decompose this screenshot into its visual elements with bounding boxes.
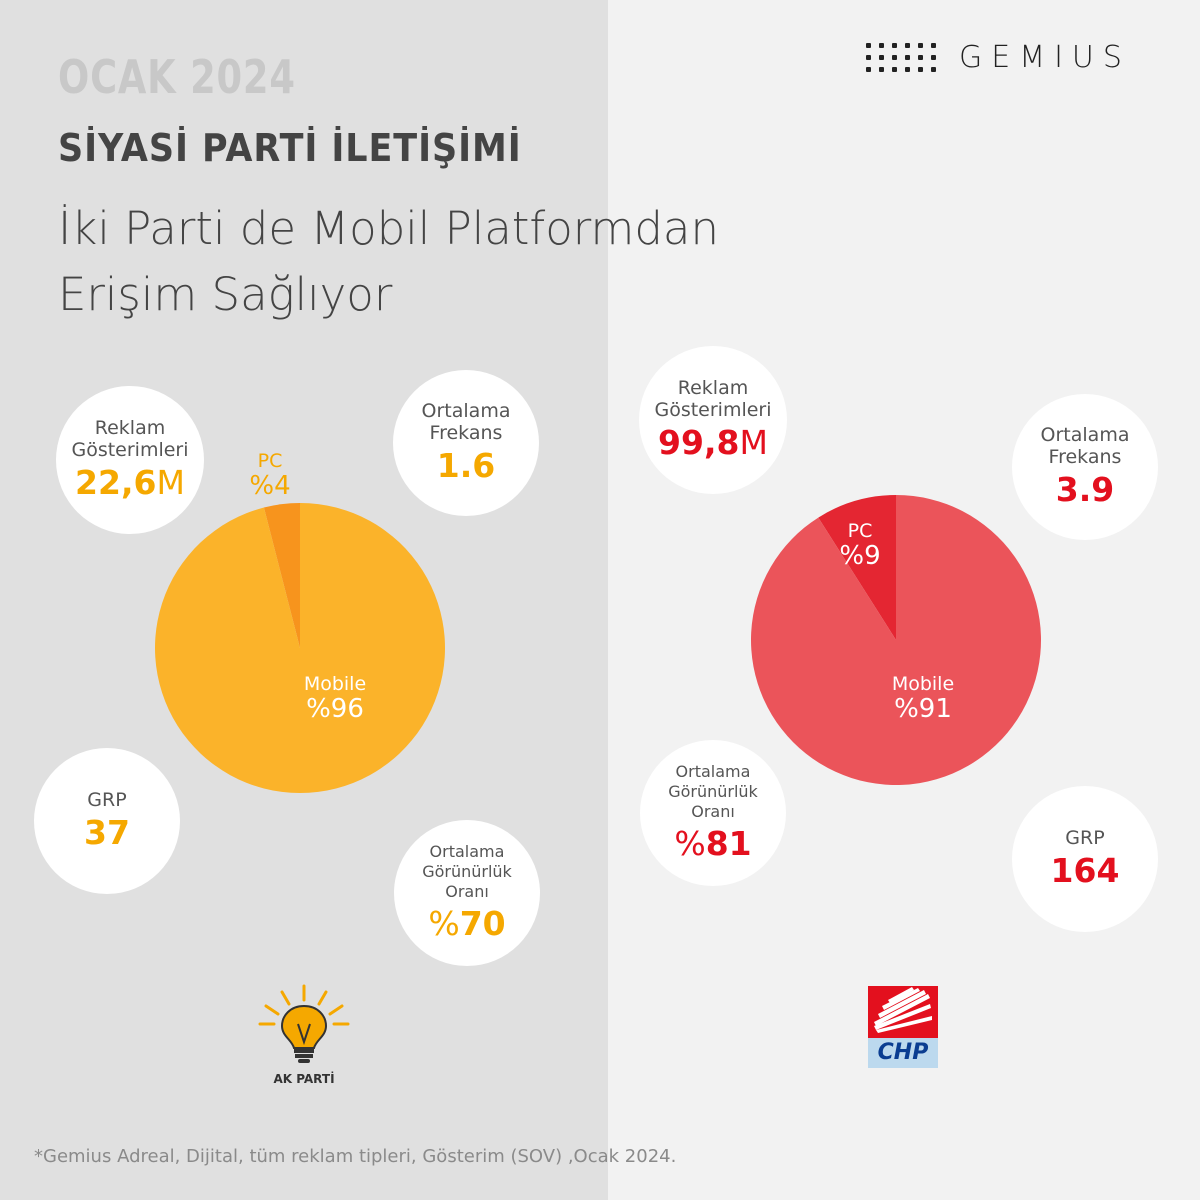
chp-visibility-label-1: Ortalama [675, 762, 751, 781]
akp-visibility-label-2: Görünürlük [422, 862, 512, 881]
akp-pc-label: PC %4 [232, 450, 308, 500]
akp-visibility-label-3: Oranı [445, 882, 489, 901]
chp-impressions-value: 99,8M [658, 423, 768, 462]
akp-impressions-value: 22,6M [75, 463, 185, 502]
page-subtitle: İki Parti de Mobil Platformdan Erişim Sa… [58, 196, 818, 328]
akp-logo-text: AK PARTİ [273, 1072, 335, 1086]
chp-logo-text: CHP [877, 1040, 929, 1065]
chp-mobile-value: %91 [894, 694, 952, 724]
chp-frequency-label-2: Frekans [1048, 446, 1122, 468]
akp-pc-value: %4 [249, 471, 291, 501]
chp-mobile-name: Mobile [891, 673, 955, 695]
akp-frequency-label-2: Frekans [429, 422, 503, 444]
chp-arrows-icon [868, 986, 938, 1068]
akp-impressions-label-2: Gösterimleri [71, 439, 189, 461]
akp-slice-mobile [154, 503, 445, 793]
akp-pie-chart [154, 503, 445, 793]
akp-mobile-name: Mobile [303, 673, 367, 695]
chp-impressions-label-1: Reklam [677, 377, 749, 399]
akp-grp-value: 37 [84, 813, 130, 852]
akp-frequency-label-1: Ortalama [421, 400, 511, 422]
akp-frequency-bubble: Ortalama Frekans 1.6 [393, 370, 539, 516]
chp-visibility-value: %81 [674, 824, 752, 863]
footnote: *Gemius Adreal, Dijital, tüm reklam tipl… [34, 1146, 677, 1167]
chp-frequency-value: 3.9 [1055, 470, 1115, 509]
chp-impressions-label-2: Gösterimleri [654, 399, 772, 421]
chp-grp-bubble: GRP 164 [1012, 786, 1158, 932]
akp-visibility-bubble: Ortalama Görünürlük Oranı %70 [394, 820, 540, 966]
chp-slice-mobile [751, 495, 1041, 785]
chp-slice-pc [818, 495, 896, 640]
akp-visibility-value: %70 [428, 904, 506, 943]
subtitle-line-2: Erişim Sağlıyor [58, 268, 393, 321]
chp-pc-name: PC [847, 520, 873, 542]
akp-visibility-label-1: Ortalama [429, 842, 505, 861]
chp-visibility-label-2: Görünürlük [668, 782, 758, 801]
akp-mobile-value: %96 [306, 694, 364, 724]
gemius-dots-icon [866, 43, 937, 72]
brand-name: GEMIUS [959, 40, 1131, 75]
chp-visibility-bubble: Ortalama Görünürlük Oranı %81 [640, 740, 786, 886]
report-date: OCAK 2024 [58, 50, 296, 104]
chp-pc-value: %9 [839, 541, 881, 571]
akp-grp-bubble: GRP 37 [34, 748, 180, 894]
akp-slice-pc [263, 503, 300, 648]
subtitle-line-1: İki Parti de Mobil Platformdan [58, 202, 720, 255]
akp-grp-label: GRP [87, 789, 127, 811]
akp-pc-name: PC [257, 450, 283, 472]
lightbulb-icon [258, 984, 350, 1063]
akp-impressions-label-1: Reklam [94, 417, 166, 439]
akp-logo: AK PARTİ [254, 984, 354, 1088]
akp-frequency-value: 1.6 [436, 446, 496, 485]
chp-frequency-bubble: Ortalama Frekans 3.9 [1012, 394, 1158, 540]
chp-grp-label: GRP [1065, 827, 1105, 849]
akp-mobile-label: Mobile %96 [286, 673, 384, 723]
chp-visibility-label-3: Oranı [691, 802, 735, 821]
gemius-logo: GEMIUS [866, 40, 1131, 75]
chp-pie-chart [751, 495, 1041, 785]
chp-pc-label: PC %9 [822, 520, 898, 570]
chp-frequency-label-1: Ortalama [1040, 424, 1130, 446]
chp-logo: CHP [868, 986, 938, 1068]
chp-grp-value: 164 [1050, 851, 1120, 890]
akp-impressions-bubble: Reklam Gösterimleri 22,6M [56, 386, 204, 534]
page-title: SİYASİ PARTİ İLETİŞİMİ [58, 126, 522, 170]
chp-mobile-label: Mobile %91 [874, 673, 972, 723]
chp-impressions-bubble: Reklam Gösterimleri 99,8M [639, 346, 787, 494]
